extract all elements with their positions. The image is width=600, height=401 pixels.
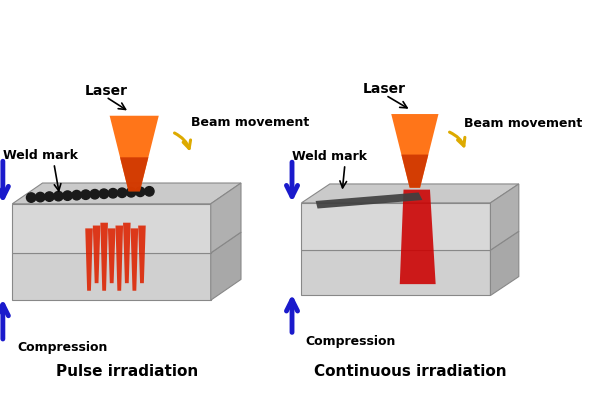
Text: Compression: Compression: [305, 334, 395, 348]
Text: Weld mark: Weld mark: [3, 150, 78, 162]
Text: Beam movement: Beam movement: [191, 116, 309, 129]
Polygon shape: [316, 192, 422, 209]
Text: Pulse irradiation: Pulse irradiation: [56, 364, 198, 379]
Circle shape: [81, 190, 91, 199]
Circle shape: [63, 191, 72, 200]
Polygon shape: [301, 231, 519, 250]
Polygon shape: [12, 232, 241, 253]
Circle shape: [145, 186, 154, 196]
Circle shape: [72, 190, 82, 200]
Circle shape: [136, 187, 145, 196]
Polygon shape: [12, 253, 211, 300]
Polygon shape: [110, 116, 159, 191]
Polygon shape: [211, 183, 241, 253]
Polygon shape: [490, 184, 519, 250]
Circle shape: [90, 190, 100, 199]
Text: Laser: Laser: [85, 84, 128, 98]
Polygon shape: [211, 232, 241, 300]
Text: Laser: Laser: [363, 82, 406, 96]
Polygon shape: [12, 183, 241, 204]
Circle shape: [44, 192, 54, 201]
Text: Beam movement: Beam movement: [464, 117, 582, 130]
Polygon shape: [120, 157, 148, 191]
Polygon shape: [301, 203, 490, 250]
Circle shape: [54, 191, 63, 201]
Polygon shape: [108, 229, 115, 283]
Circle shape: [99, 189, 109, 198]
Circle shape: [127, 188, 136, 197]
Polygon shape: [131, 229, 138, 291]
Polygon shape: [301, 250, 490, 296]
Polygon shape: [115, 225, 123, 291]
Circle shape: [118, 188, 127, 198]
Polygon shape: [85, 229, 93, 291]
Polygon shape: [400, 190, 436, 284]
Circle shape: [35, 192, 45, 202]
Circle shape: [108, 188, 118, 198]
Text: Weld mark: Weld mark: [292, 150, 367, 163]
Polygon shape: [93, 225, 100, 283]
Polygon shape: [123, 223, 131, 283]
Circle shape: [26, 193, 36, 202]
Polygon shape: [391, 114, 439, 188]
Polygon shape: [12, 204, 211, 253]
Text: Continuous irradiation: Continuous irradiation: [314, 364, 506, 379]
Polygon shape: [401, 154, 428, 188]
Polygon shape: [301, 184, 519, 203]
Text: Compression: Compression: [17, 341, 107, 354]
Polygon shape: [490, 231, 519, 296]
Polygon shape: [100, 223, 108, 291]
Polygon shape: [138, 225, 146, 283]
